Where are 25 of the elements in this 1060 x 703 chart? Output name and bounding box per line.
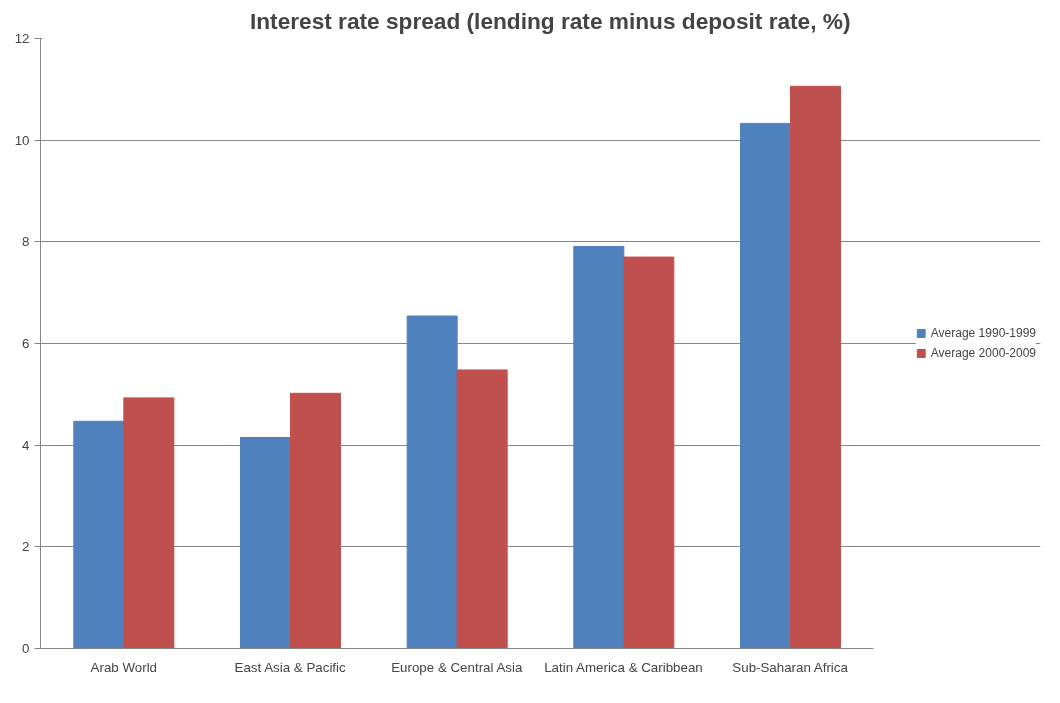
bar bbox=[456, 369, 508, 649]
y-tick-label: 0 bbox=[22, 641, 30, 656]
bar bbox=[623, 256, 675, 649]
bar bbox=[740, 122, 791, 649]
bar bbox=[290, 392, 341, 649]
y-tick-label: 6 bbox=[22, 336, 30, 351]
bar bbox=[240, 437, 291, 649]
y-tick-label: 10 bbox=[14, 132, 30, 148]
bar bbox=[73, 420, 125, 649]
x-tick-label: Europe & Central Asia bbox=[391, 659, 523, 675]
y-tick-label: 2 bbox=[22, 539, 30, 555]
bar bbox=[123, 397, 175, 649]
y-tick-label: 4 bbox=[22, 437, 31, 453]
bar bbox=[573, 245, 625, 649]
y-tick-label: 12 bbox=[14, 31, 30, 46]
bar bbox=[406, 315, 458, 649]
x-tick-label: Arab World bbox=[90, 659, 158, 675]
x-tick-label: East Asia & Pacific bbox=[234, 659, 347, 675]
legend-label: Average 2000-2009 bbox=[930, 346, 1036, 360]
x-tick-label: Latin America & Caribbean bbox=[544, 659, 703, 675]
y-tick-label: 8 bbox=[22, 234, 30, 250]
chart-title: Interest rate spread (lending rate minus deposit rate, %) bbox=[249, 7, 851, 34]
bar bbox=[790, 85, 841, 649]
x-tick-label: Sub-Saharan Africa bbox=[732, 659, 849, 675]
legend-label: Average 1990-1999 bbox=[930, 326, 1036, 340]
